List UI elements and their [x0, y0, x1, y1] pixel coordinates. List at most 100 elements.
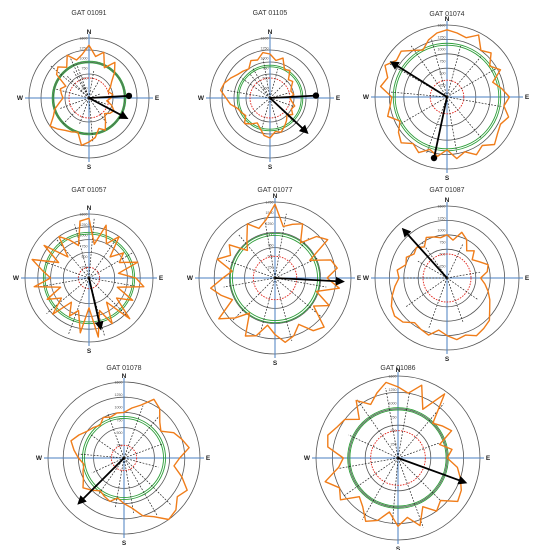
- profile-line: [49, 44, 116, 147]
- spoke-line: [66, 75, 90, 99]
- spoke-line: [410, 45, 448, 98]
- spoke-line: [262, 58, 271, 99]
- spoke-line: [397, 403, 444, 459]
- direction-arrow: [269, 97, 309, 134]
- cardinal-label-n: N: [87, 29, 92, 36]
- spoke-line: [88, 277, 129, 318]
- spoke-line: [446, 96, 502, 107]
- cardinal-label-e: E: [357, 275, 362, 282]
- spoke-line: [446, 271, 481, 279]
- red-dashed-ring: [68, 77, 110, 119]
- spoke-line: [123, 457, 171, 505]
- radial-tick-label: 750: [263, 66, 269, 70]
- cardinal-label-w: W: [13, 275, 20, 282]
- spoke-line: [397, 457, 424, 528]
- spoke-line: [56, 88, 90, 99]
- spoke-line: [417, 260, 448, 279]
- spoke-line: [362, 457, 399, 520]
- arrow-end-dot: [125, 92, 133, 100]
- radial-tick-label: 1000: [389, 402, 397, 406]
- radial-tick-label: 1000: [438, 47, 446, 51]
- spoke-line: [446, 45, 462, 98]
- cardinal-label-s: S: [122, 540, 127, 547]
- cardinal-label-n: N: [445, 197, 450, 204]
- cardinal-label-n: N: [396, 367, 401, 374]
- radial-tick-label: 750: [268, 244, 274, 248]
- cardinal-label-w: W: [363, 94, 370, 101]
- profile-line: [209, 203, 340, 343]
- spoke-line: [391, 457, 399, 524]
- cardinal-label-s: S: [445, 356, 450, 363]
- spoke-line: [74, 224, 90, 279]
- radial-tick-label: 250: [440, 83, 446, 87]
- spoke-line: [46, 277, 90, 314]
- spoke-line: [123, 457, 135, 513]
- radial-tick-label: 1500: [438, 204, 446, 208]
- spoke-line: [397, 442, 440, 459]
- direction-arrow: [433, 96, 448, 159]
- direction-arrow: [401, 227, 448, 279]
- chart-title: GAT 01091: [71, 10, 106, 17]
- spoke-line: [226, 90, 271, 99]
- cardinal-label-e: E: [159, 275, 164, 282]
- radial-tick-label: 1500: [261, 36, 269, 40]
- radial-tick-label: 1000: [80, 56, 88, 60]
- arrow-end-dot: [430, 154, 438, 162]
- green-ring-1: [44, 233, 134, 323]
- radial-tick-label: 750: [440, 240, 446, 244]
- green-ring-2: [347, 407, 449, 509]
- cardinal-label-e: E: [525, 94, 530, 101]
- arrow-end-dot: [312, 92, 320, 99]
- direction-arrow: [77, 457, 125, 505]
- spoke-line: [446, 56, 482, 98]
- profile-line: [379, 29, 511, 160]
- spoke-line: [58, 97, 90, 110]
- radial-tick-label: 500: [268, 255, 274, 259]
- spoke-line: [68, 277, 90, 335]
- cardinal-label-w: W: [363, 275, 370, 282]
- spoke-line: [269, 97, 296, 124]
- spoke-line: [88, 277, 136, 287]
- cardinal-label-e: E: [525, 275, 530, 282]
- direction-arrow: [397, 457, 468, 485]
- red-dashed-ring: [77, 266, 101, 290]
- spoke-line: [69, 56, 90, 99]
- cardinal-label-n: N: [87, 205, 92, 212]
- spoke-line: [88, 80, 100, 99]
- spoke-line: [76, 64, 90, 99]
- spoke-line: [261, 97, 271, 130]
- spoke-line: [385, 387, 399, 459]
- cardinal-label-n: N: [273, 193, 278, 200]
- cardinal-label-s: S: [87, 348, 92, 355]
- spoke-line: [431, 38, 448, 98]
- direction-arrow: [88, 277, 104, 331]
- spoke-line: [348, 434, 399, 459]
- spoke-line: [446, 243, 464, 279]
- cardinal-label-n: N: [268, 29, 273, 36]
- radial-tick-label: 750: [391, 415, 397, 419]
- spoke-line: [446, 277, 479, 301]
- cardinal-label-e: E: [155, 95, 160, 102]
- radial-tick-label: 1250: [115, 393, 123, 397]
- spoke-line: [248, 97, 271, 117]
- radial-tick-label: 250: [268, 265, 274, 269]
- spoke-line: [389, 91, 448, 98]
- spoke-line: [264, 218, 276, 279]
- cardinal-label-s: S: [396, 546, 401, 550]
- spoke-line: [269, 80, 288, 99]
- polar-chart-1: GAT 01091NSEW150012501000750500250: [17, 10, 160, 171]
- cardinal-label-e: E: [486, 455, 491, 462]
- spoke-line: [401, 96, 448, 124]
- green-ring-1: [238, 66, 302, 130]
- spoke-line: [55, 238, 90, 279]
- green-ring-1: [53, 62, 125, 134]
- profile-line: [70, 398, 190, 521]
- cardinal-label-w: W: [187, 275, 194, 282]
- red-dashed-ring: [370, 430, 426, 486]
- cardinal-label-w: W: [17, 95, 24, 102]
- spoke-line: [258, 277, 276, 337]
- spoke-line: [114, 457, 125, 508]
- spoke-line: [123, 457, 159, 468]
- spoke-line: [63, 97, 90, 124]
- spoke-line: [252, 68, 271, 99]
